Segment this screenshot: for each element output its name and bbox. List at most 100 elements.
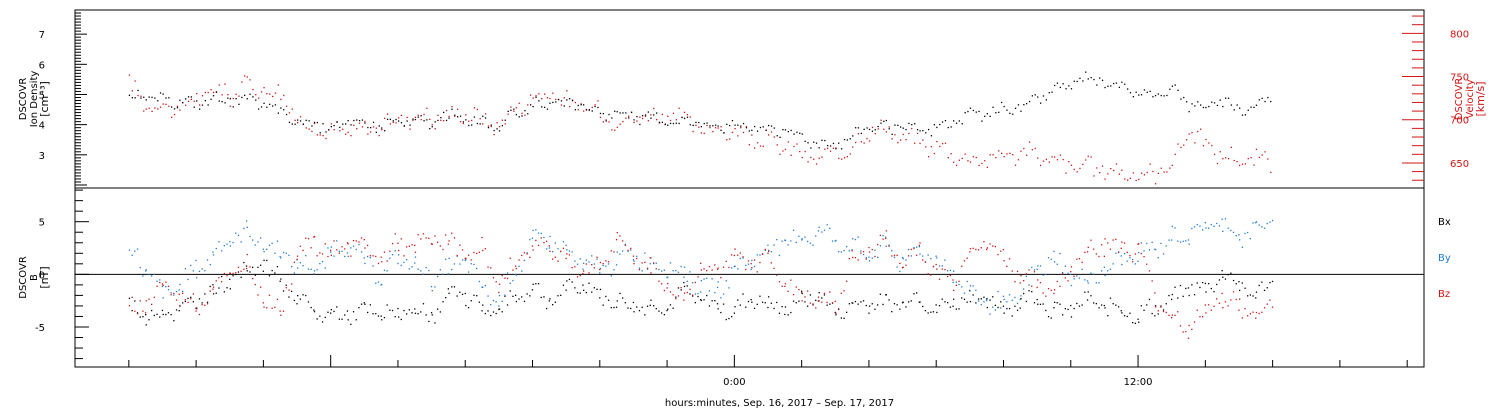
bz-point [835, 312, 837, 314]
density-point [1062, 83, 1064, 85]
bz-point [1221, 292, 1223, 295]
by-point [1025, 275, 1027, 277]
density-point [1082, 80, 1084, 82]
density-point [204, 100, 206, 102]
velocity-point [137, 94, 139, 97]
density-point [1143, 89, 1146, 91]
by-point [484, 285, 486, 287]
density-point [1169, 88, 1171, 90]
by-point [711, 278, 713, 280]
by-point [1019, 298, 1021, 301]
density-point [594, 105, 596, 108]
bx-point [456, 295, 458, 297]
velocity-point [1101, 165, 1104, 167]
density-point [692, 124, 694, 126]
density-point [1255, 104, 1258, 106]
density-point [1113, 82, 1115, 85]
by-point [1000, 307, 1002, 309]
velocity-point [1211, 144, 1213, 147]
bz-point [568, 254, 571, 256]
b-axis-title-line: DSCOVR [18, 256, 29, 299]
density-point [1222, 105, 1224, 108]
bz-point [179, 304, 181, 307]
bz-point [1059, 285, 1061, 287]
bz-point [389, 250, 391, 252]
bx-point [1037, 303, 1039, 305]
velocity-point [1121, 169, 1123, 171]
bx-point [184, 300, 186, 303]
density-point [765, 129, 767, 132]
bz-point [630, 247, 632, 250]
velocity-point [675, 119, 677, 121]
velocity-point [227, 94, 229, 96]
density-point [1166, 94, 1168, 97]
bz-point [792, 294, 795, 296]
bz-point [1218, 302, 1221, 304]
bx-point [759, 295, 761, 297]
by-point [523, 259, 526, 262]
bz-point [535, 239, 537, 242]
by-point [1210, 223, 1212, 226]
bz-point [1216, 298, 1218, 300]
by-point [347, 255, 349, 258]
by-point [260, 237, 262, 239]
bz-point [346, 242, 349, 244]
velocity-point [1247, 158, 1249, 160]
velocity-point [176, 105, 179, 107]
bz-point [565, 257, 567, 260]
velocity-point [560, 104, 563, 106]
by-point [151, 275, 153, 277]
bx-point [737, 299, 739, 301]
bz-point [372, 255, 374, 257]
bz-point [313, 236, 315, 238]
bz-point [1249, 313, 1251, 315]
density-point [1014, 107, 1017, 109]
by-point [675, 270, 677, 272]
by-point [798, 235, 800, 237]
bz-point [636, 257, 638, 260]
by-point [422, 273, 425, 275]
bz-point [198, 313, 201, 316]
by-point [901, 257, 904, 259]
velocity-point [1171, 164, 1173, 166]
by-point [1014, 296, 1016, 299]
bz-point [1056, 280, 1058, 283]
bx-point [1154, 305, 1157, 307]
by-point [636, 255, 638, 257]
velocity-point [493, 133, 495, 136]
velocity-point [1174, 153, 1176, 155]
density-point [185, 98, 187, 100]
bx-point [700, 299, 702, 302]
bz-point [330, 249, 332, 251]
bz-point [672, 294, 674, 296]
by-point [156, 280, 158, 282]
bx-point [262, 270, 264, 272]
velocity-point [201, 95, 204, 97]
bx-point [593, 287, 595, 289]
by-point [720, 297, 722, 299]
density-tick-label: 3 [39, 151, 45, 162]
by-point [279, 256, 281, 258]
density-point [395, 118, 397, 121]
bx-point [607, 299, 610, 301]
velocity-point [855, 141, 857, 144]
by-point [725, 280, 727, 282]
bz-point [414, 251, 417, 253]
bz-point [686, 291, 688, 294]
by-point [1193, 226, 1196, 228]
velocity-point [330, 123, 332, 125]
bx-point [1078, 305, 1081, 307]
density-point [986, 113, 988, 115]
density-point [1270, 100, 1272, 103]
density-point [538, 100, 540, 102]
bz-point [1261, 311, 1263, 313]
by-point [352, 245, 355, 247]
velocity-point [835, 147, 837, 149]
bz-point [1165, 311, 1167, 314]
bz-point [759, 261, 761, 264]
bx-point [206, 301, 209, 303]
density-point [1267, 96, 1269, 99]
bz-point [375, 255, 377, 258]
by-point [1132, 258, 1134, 261]
bz-point [1019, 282, 1021, 284]
